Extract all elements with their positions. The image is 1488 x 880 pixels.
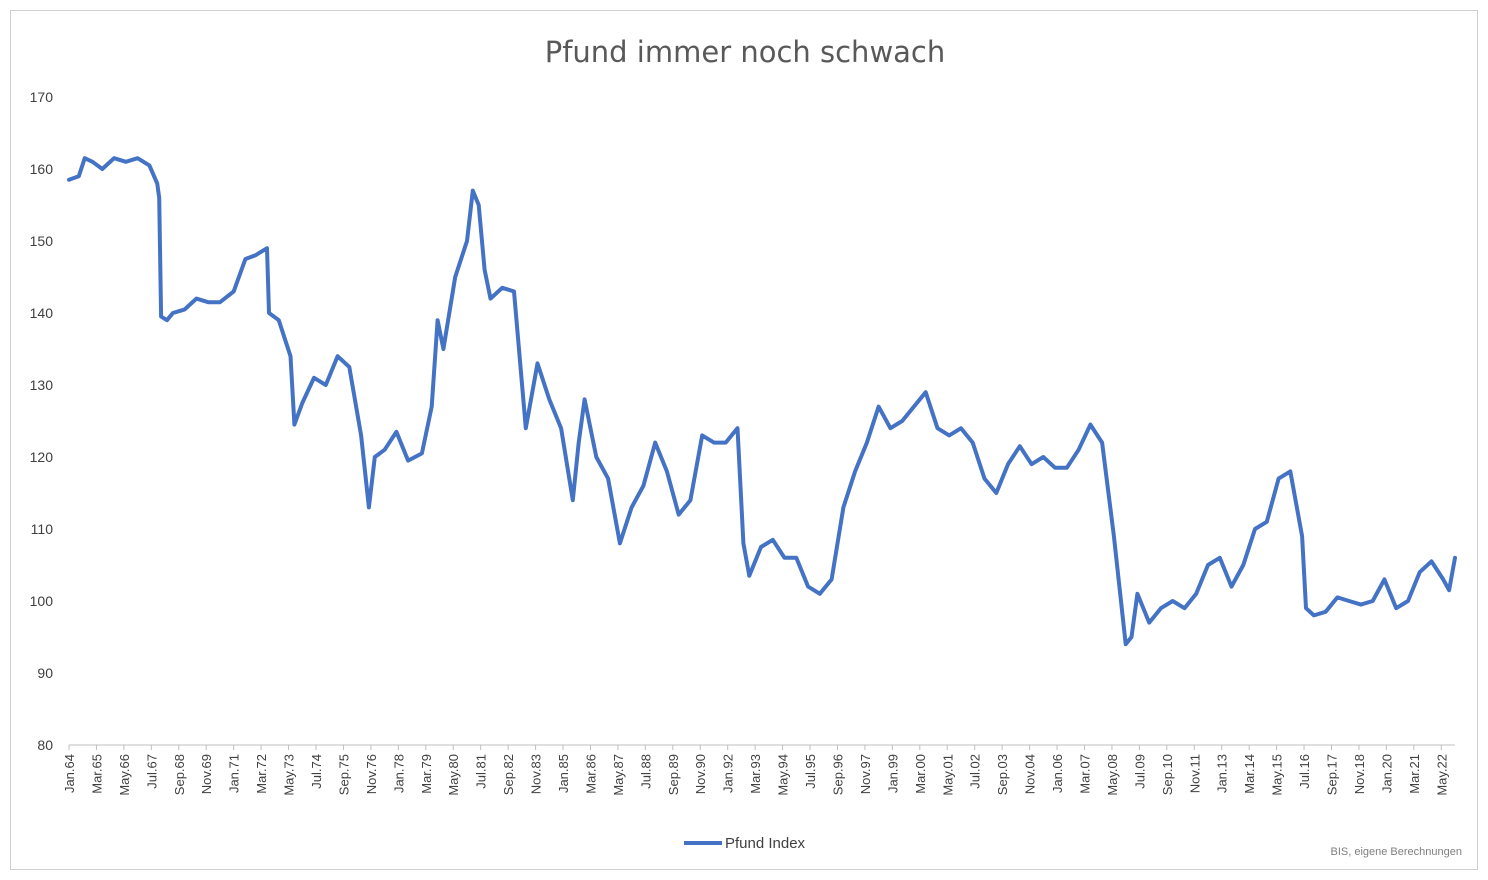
x-tick-label: May.15 xyxy=(1270,754,1285,796)
y-tick-label: 110 xyxy=(31,521,54,537)
y-tick-label: 80 xyxy=(37,737,53,753)
y-tick-label: 170 xyxy=(30,89,54,105)
series-line-pfund-index xyxy=(67,156,1457,647)
series-layer xyxy=(67,156,1457,647)
legend-label-pfund-index: Pfund Index xyxy=(725,835,806,852)
x-tick-label: Sep.89 xyxy=(666,754,681,795)
x-tick-label: Jul.16 xyxy=(1297,754,1312,789)
x-tick-label: May.66 xyxy=(117,754,132,796)
x-tick-label: Sep.03 xyxy=(995,754,1010,795)
x-tick-label: May.73 xyxy=(282,754,297,796)
x-tick-label: Nov.97 xyxy=(858,754,873,794)
x-tick-label: Jan.06 xyxy=(1050,754,1065,793)
x-tick-label: Mar.65 xyxy=(89,754,104,794)
x-tick-label: Nov.90 xyxy=(693,754,708,794)
x-tick-label: Mar.72 xyxy=(254,754,269,794)
x-tick-label: Mar.14 xyxy=(1242,754,1257,794)
x-axis: Jan.64 Mar.65 May.66 Jul.67 Sep.68 Nov.69 Jan.… xyxy=(62,744,1455,796)
x-tick-label: Jul.88 xyxy=(638,754,653,789)
x-tick-label: Jul.02 xyxy=(968,754,983,789)
x-tick-label: Jul.67 xyxy=(144,754,159,789)
x-tick-label: Jan.99 xyxy=(885,754,900,793)
y-tick-label: 120 xyxy=(30,449,54,465)
chart-frame: Pfund immer noch schwach 80 90 100 110 120 13… xyxy=(10,10,1478,870)
x-tick-label: Nov.18 xyxy=(1352,754,1367,794)
x-tick-label: Jul.95 xyxy=(803,754,818,789)
x-tick-label: Jan.64 xyxy=(62,754,77,793)
x-tick-label: Sep.96 xyxy=(830,754,845,795)
x-tick-label: Jul.81 xyxy=(474,754,489,789)
x-tick-label: Jan.78 xyxy=(391,754,406,793)
y-tick-label: 160 xyxy=(30,161,54,177)
x-tick-label: Mar.07 xyxy=(1077,754,1092,794)
x-tick-label: May.08 xyxy=(1105,754,1120,796)
x-tick-label: Mar.21 xyxy=(1407,754,1422,794)
x-tick-label: Nov.69 xyxy=(199,754,214,794)
y-tick-label: 140 xyxy=(30,305,54,321)
x-tick-label: Mar.79 xyxy=(419,754,434,794)
x-tick-label: May.22 xyxy=(1434,754,1449,796)
x-tick-label: Nov.04 xyxy=(1023,754,1038,794)
chart-canvas: Pfund immer noch schwach 80 90 100 110 120 13… xyxy=(30,35,1463,858)
x-tick-label: Jan.13 xyxy=(1215,754,1230,793)
source-note: BIS, eigene Berechnungen xyxy=(1331,846,1463,858)
x-tick-label: May.94 xyxy=(776,754,791,796)
x-tick-label: Jul.09 xyxy=(1132,754,1147,789)
x-tick-label: Mar.86 xyxy=(583,754,598,794)
y-tick-label: 150 xyxy=(30,233,54,249)
x-tick-label: May.01 xyxy=(940,754,955,796)
x-tick-label: Sep.75 xyxy=(336,754,351,795)
x-tick-label: Jan.71 xyxy=(227,754,242,793)
legend: Pfund Index xyxy=(684,835,806,852)
x-tick-label: Jul.74 xyxy=(309,754,324,789)
x-tick-label: Sep.17 xyxy=(1324,754,1339,795)
x-tick-label: Jan.92 xyxy=(721,754,736,793)
x-tick-label: Nov.76 xyxy=(364,754,379,794)
y-tick-label: 130 xyxy=(30,377,54,393)
y-axis: 80 90 100 110 120 130 140 150 160 170 xyxy=(30,89,54,753)
x-tick-label: May.80 xyxy=(446,754,461,796)
chart-title: Pfund immer noch schwach xyxy=(545,35,946,69)
x-tick-label: Jan.85 xyxy=(556,754,571,793)
y-tick-label: 90 xyxy=(37,665,53,681)
x-tick-label: Mar.00 xyxy=(913,754,928,794)
y-tick-label: 100 xyxy=(30,593,54,609)
x-tick-label: Nov.11 xyxy=(1187,754,1202,793)
x-tick-label: Jan.20 xyxy=(1379,754,1394,793)
x-tick-label: Sep.68 xyxy=(172,754,187,795)
x-tick-label: Sep.82 xyxy=(501,754,516,795)
x-tick-label: May.87 xyxy=(611,754,626,796)
x-tick-label: Mar.93 xyxy=(748,754,763,794)
x-tick-label: Nov.83 xyxy=(529,754,544,794)
x-tick-label: Sep.10 xyxy=(1160,754,1175,795)
